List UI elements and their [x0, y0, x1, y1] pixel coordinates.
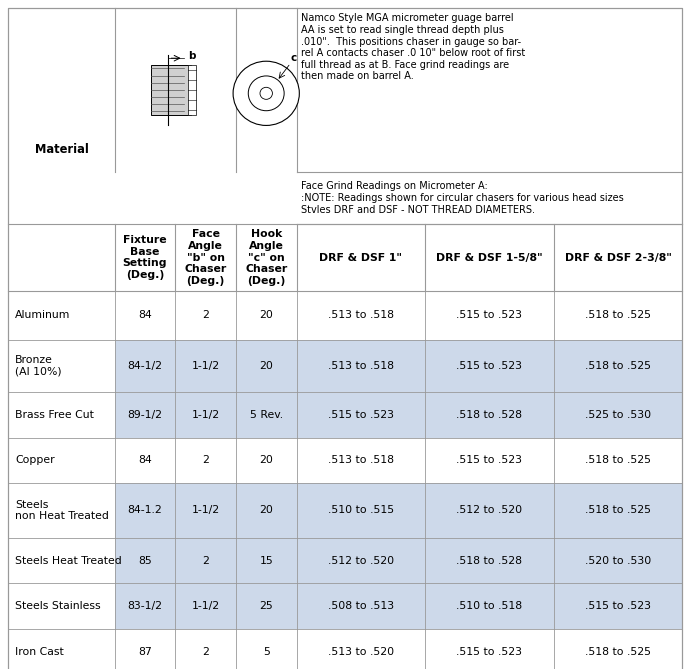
Text: .513 to .518: .513 to .518 — [328, 310, 394, 320]
Text: .515 to .523: .515 to .523 — [457, 456, 522, 465]
Bar — [115, 629, 297, 669]
Text: .518 to .525: .518 to .525 — [585, 361, 651, 371]
Text: .520 to .530: .520 to .530 — [585, 556, 651, 565]
Text: c: c — [290, 54, 297, 64]
Text: 15: 15 — [259, 556, 273, 565]
Text: Bronze
(Al 10%): Bronze (Al 10%) — [15, 355, 62, 377]
Text: b: b — [188, 52, 195, 61]
Bar — [115, 538, 297, 583]
Bar — [297, 340, 682, 392]
Text: Steels Stainless: Steels Stainless — [15, 601, 101, 611]
Bar — [8, 438, 115, 483]
Text: .515 to .523: .515 to .523 — [328, 410, 394, 419]
Bar — [115, 483, 297, 538]
Bar — [297, 583, 682, 629]
Bar — [188, 65, 196, 115]
Text: Face
Angle
"b" on
Chaser
(Deg.): Face Angle "b" on Chaser (Deg.) — [184, 229, 227, 286]
Text: .518 to .528: .518 to .528 — [457, 410, 522, 419]
Text: 84-1.2: 84-1.2 — [128, 506, 162, 515]
Bar — [297, 483, 682, 538]
Bar — [8, 483, 115, 538]
Bar — [8, 629, 115, 669]
Text: 5: 5 — [263, 647, 270, 656]
Text: 2: 2 — [202, 647, 209, 656]
Text: 25: 25 — [259, 601, 273, 611]
Bar — [115, 291, 297, 340]
Text: .515 to .523: .515 to .523 — [457, 361, 522, 371]
Bar — [297, 291, 682, 340]
Text: 5 Rev.: 5 Rev. — [250, 410, 283, 419]
Text: .512 to .520: .512 to .520 — [456, 506, 522, 515]
Text: Fixture
Base
Setting
(Deg.): Fixture Base Setting (Deg.) — [123, 235, 167, 280]
Bar — [8, 538, 115, 583]
Text: DRF & DSF 1-5/8": DRF & DSF 1-5/8" — [436, 253, 543, 262]
Text: 20: 20 — [259, 361, 273, 371]
Circle shape — [260, 88, 273, 99]
Text: 84: 84 — [138, 456, 152, 465]
Circle shape — [248, 76, 284, 110]
Text: .518 to .525: .518 to .525 — [585, 456, 651, 465]
Text: .510 to .515: .510 to .515 — [328, 506, 394, 515]
Bar — [115, 438, 297, 483]
Text: 1-1/2: 1-1/2 — [192, 506, 219, 515]
Text: 85: 85 — [138, 556, 152, 565]
Text: Aluminum: Aluminum — [15, 310, 70, 320]
Text: .515 to .523: .515 to .523 — [585, 601, 651, 611]
Text: 83-1/2: 83-1/2 — [128, 601, 162, 611]
Bar — [297, 538, 682, 583]
Text: 20: 20 — [259, 506, 273, 515]
Text: .508 to .513: .508 to .513 — [328, 601, 394, 611]
Bar — [297, 438, 682, 483]
Text: Brass Free Cut: Brass Free Cut — [15, 410, 94, 419]
Text: 20: 20 — [259, 310, 273, 320]
Text: 84: 84 — [138, 310, 152, 320]
Bar — [115, 392, 297, 438]
Text: Material: Material — [34, 143, 88, 156]
Text: Copper: Copper — [15, 456, 55, 465]
Text: Steels Heat Treated: Steels Heat Treated — [15, 556, 122, 565]
Text: 87: 87 — [138, 647, 152, 656]
Text: 2: 2 — [202, 310, 209, 320]
Text: .515 to .523: .515 to .523 — [457, 310, 522, 320]
Text: DRF & DSF 2-3/8": DRF & DSF 2-3/8" — [564, 253, 671, 262]
Bar — [115, 583, 297, 629]
Text: Steels
non Heat Treated: Steels non Heat Treated — [15, 500, 109, 521]
Text: .525 to .530: .525 to .530 — [585, 410, 651, 419]
Text: .513 to .518: .513 to .518 — [328, 361, 394, 371]
Text: 1-1/2: 1-1/2 — [192, 601, 219, 611]
Text: .512 to .520: .512 to .520 — [328, 556, 394, 565]
Text: Face Grind Readings on Micrometer A:
:NOTE: Readings shown for circular chasers : Face Grind Readings on Micrometer A: :NO… — [301, 181, 623, 215]
Text: Hook
Angle
"c" on
Chaser
(Deg.): Hook Angle "c" on Chaser (Deg.) — [245, 229, 287, 286]
Bar — [151, 65, 191, 115]
Text: 20: 20 — [259, 456, 273, 465]
Bar — [115, 340, 297, 392]
Text: .515 to .523: .515 to .523 — [457, 647, 522, 656]
Text: .518 to .525: .518 to .525 — [585, 310, 651, 320]
Bar — [8, 340, 115, 392]
Text: .513 to .518: .513 to .518 — [328, 456, 394, 465]
Text: 1-1/2: 1-1/2 — [192, 410, 219, 419]
Text: 1-1/2: 1-1/2 — [192, 361, 219, 371]
Text: Namco Style MGA micrometer guage barrel
AA is set to read single thread depth pl: Namco Style MGA micrometer guage barrel … — [301, 13, 525, 82]
Text: 2: 2 — [202, 556, 209, 565]
Circle shape — [233, 62, 299, 126]
Text: 2: 2 — [202, 456, 209, 465]
Text: .510 to .518: .510 to .518 — [456, 601, 522, 611]
Bar — [8, 392, 115, 438]
Text: Iron Cast: Iron Cast — [15, 647, 64, 656]
Text: .513 to .520: .513 to .520 — [328, 647, 394, 656]
Bar — [8, 8, 682, 172]
Text: 84-1/2: 84-1/2 — [128, 361, 162, 371]
Text: .518 to .528: .518 to .528 — [457, 556, 522, 565]
Text: 89-1/2: 89-1/2 — [128, 410, 162, 419]
Bar — [8, 291, 115, 340]
Text: DRF & DSF 1": DRF & DSF 1" — [319, 253, 402, 262]
Bar — [8, 583, 115, 629]
Bar — [297, 629, 682, 669]
Text: .518 to .525: .518 to .525 — [585, 647, 651, 656]
Bar — [297, 392, 682, 438]
Text: .518 to .525: .518 to .525 — [585, 506, 651, 515]
